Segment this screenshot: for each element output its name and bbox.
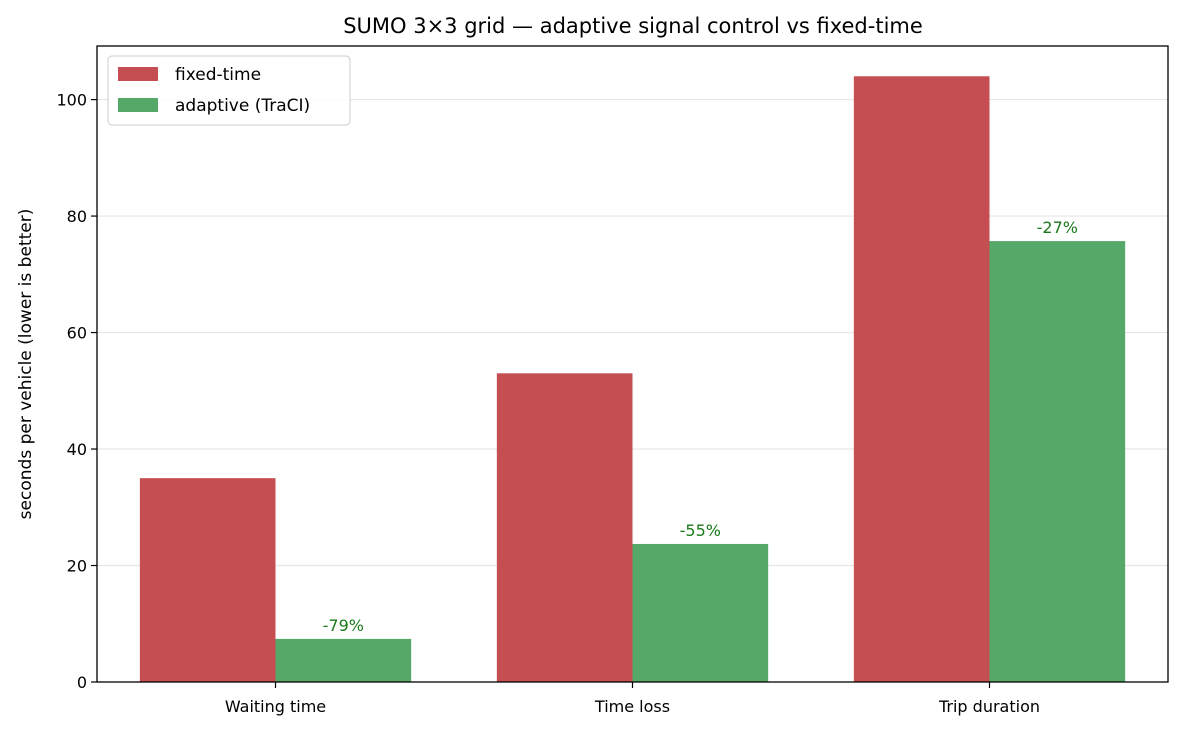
data-label-1: -55%: [680, 521, 721, 540]
bar-fixed-time-1: [496, 373, 633, 682]
y-tick-label-3: 60: [67, 324, 87, 343]
x-tick-label-0: Waiting time: [225, 697, 326, 716]
y-axis: 0 20 40 60 80 100: [56, 91, 97, 692]
data-label-2: -27%: [1037, 218, 1078, 237]
legend-label-1: adaptive (TraCI): [175, 96, 310, 116]
x-tick-label-1: Time loss: [594, 697, 670, 716]
y-tick-label-0: 0: [77, 673, 87, 692]
legend-swatch-0: [118, 67, 158, 81]
x-tick-label-2: Trip duration: [938, 697, 1040, 716]
x-axis: Waiting time Time loss Trip duration: [225, 682, 1040, 716]
bar-adaptive-1: [632, 543, 769, 682]
y-tick-label-2: 40: [67, 440, 87, 459]
bar-fixed-time-0: [139, 478, 276, 682]
legend-label-0: fixed-time: [175, 65, 261, 85]
y-tick-label-4: 80: [67, 207, 87, 226]
y-axis-label: seconds per vehicle (lower is better): [16, 209, 36, 520]
bar-fixed-time-2: [853, 76, 990, 683]
data-label-0: -79%: [323, 616, 364, 635]
data-labels: -79% -55% -27%: [323, 218, 1078, 635]
y-tick-label-1: 20: [67, 557, 87, 576]
legend-swatch-1: [118, 98, 158, 112]
legend-box: [107, 55, 351, 126]
chart-title: SUMO 3×3 grid — adaptive signal control …: [343, 14, 923, 38]
bar-adaptive-0: [275, 638, 412, 682]
bar-adaptive-2: [989, 241, 1126, 682]
legend: fixed-time adaptive (TraCI): [107, 55, 351, 126]
y-tick-label-5: 100: [56, 91, 87, 110]
bars: [139, 76, 1126, 683]
